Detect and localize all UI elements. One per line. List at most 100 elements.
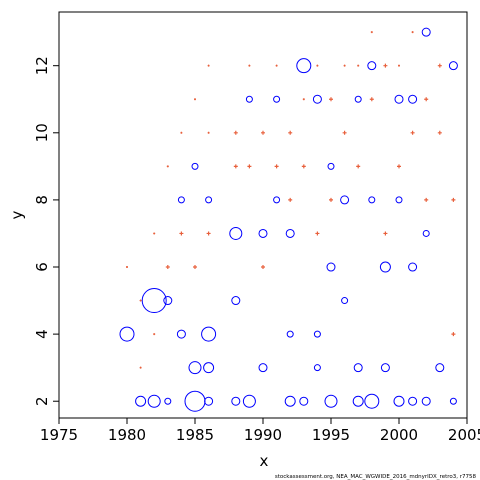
data-point-positive: [370, 31, 373, 34]
data-point-negative: [327, 162, 335, 170]
data-point-positive: [153, 232, 156, 235]
plot-frame: [58, 11, 468, 419]
data-point-negative: [435, 363, 445, 373]
data-point-positive: [343, 64, 346, 67]
data-point-negative: [245, 95, 253, 103]
data-point-negative: [258, 363, 268, 373]
caption: stockassessment.org, NEA_MAC_WGWIDE_2016…: [275, 474, 477, 480]
data-point-positive: [410, 130, 415, 135]
data-point-positive: [301, 164, 306, 169]
data-point-positive: [342, 130, 347, 135]
data-point-negative: [353, 363, 363, 373]
x-tick-label: 2000: [380, 426, 418, 444]
y-tick-label: 10: [33, 123, 51, 142]
data-point-positive: [139, 299, 142, 302]
data-point-negative: [393, 395, 405, 407]
data-point-positive: [261, 130, 265, 135]
data-point-negative: [191, 162, 199, 170]
data-point-negative: [394, 94, 404, 104]
x-axis-label: x: [260, 452, 269, 470]
data-point-positive: [451, 332, 456, 337]
data-point-positive: [369, 97, 374, 102]
data-point-negative: [285, 228, 295, 238]
x-tick-label: 1975: [40, 426, 78, 444]
data-point-positive: [194, 98, 196, 101]
data-point-negative: [296, 58, 312, 74]
data-point-negative: [421, 27, 431, 37]
x-tick-label: 1990: [244, 426, 282, 444]
data-point-negative: [340, 195, 350, 205]
data-point-positive: [398, 64, 400, 67]
data-point-negative: [204, 396, 214, 406]
data-point-negative: [119, 326, 135, 342]
data-point-positive: [233, 164, 238, 169]
data-point-positive: [437, 63, 442, 68]
data-point-negative: [313, 330, 321, 338]
data-point-positive: [139, 366, 142, 369]
data-point-positive: [165, 265, 170, 270]
data-point-positive: [451, 197, 456, 202]
data-point-positive: [274, 164, 279, 169]
data-point-negative: [312, 94, 322, 104]
data-point-positive: [207, 131, 210, 134]
data-point-negative: [205, 196, 213, 204]
data-point-negative: [324, 394, 338, 408]
data-point-positive: [288, 130, 293, 135]
data-point-negative: [229, 226, 243, 240]
data-point-negative: [408, 396, 418, 406]
data-point-positive: [248, 64, 251, 67]
y-tick-label: 6: [33, 262, 51, 272]
data-point-positive: [397, 164, 401, 169]
data-point-positive: [329, 97, 333, 102]
data-point-negative: [163, 296, 173, 306]
data-point-negative: [352, 395, 364, 407]
data-point-positive: [233, 130, 238, 135]
data-point-negative: [164, 397, 172, 405]
data-point-positive: [383, 231, 388, 236]
data-point-negative: [422, 229, 430, 237]
data-point-positive: [247, 164, 252, 169]
x-tick-label: 2005: [448, 426, 480, 444]
data-point-negative: [176, 329, 186, 339]
y-tick-label: 8: [33, 195, 51, 205]
data-point-negative: [379, 261, 391, 273]
data-point-negative: [231, 396, 241, 406]
data-point-positive: [288, 197, 293, 202]
data-point-negative: [147, 394, 161, 408]
data-point-negative: [299, 396, 309, 406]
data-point-positive: [193, 265, 197, 270]
data-point-negative: [449, 397, 457, 405]
data-point-positive: [179, 231, 184, 236]
data-point-positive: [315, 231, 320, 236]
data-point-negative: [273, 196, 281, 204]
data-point-negative: [408, 262, 418, 272]
data-point-positive: [206, 231, 211, 236]
data-point-positive: [424, 97, 429, 102]
data-point-negative: [380, 363, 390, 373]
data-point-negative: [367, 61, 377, 71]
y-axis: 2 4 6 8 10 12: [33, 56, 59, 406]
data-point-positive: [316, 64, 319, 67]
data-point-negative: [177, 196, 185, 204]
data-point-negative: [273, 95, 281, 103]
x-tick-label: 1980: [108, 426, 146, 444]
data-point-positive: [153, 333, 156, 336]
data-point-negative: [354, 95, 362, 103]
y-tick-label: 4: [33, 329, 51, 339]
data-point-negative: [326, 262, 336, 272]
data-point-negative: [368, 196, 376, 204]
data-point-positive: [424, 197, 429, 202]
x-tick-label: 1995: [312, 426, 350, 444]
data-point-negative: [184, 390, 206, 412]
x-tick-label: 1985: [176, 426, 214, 444]
data-point-positive: [356, 164, 361, 169]
data-point-negative: [188, 361, 202, 375]
data-point-negative: [231, 296, 241, 306]
data-point-positive: [383, 63, 388, 68]
data-point-negative: [201, 326, 217, 342]
data-point-positive: [207, 64, 210, 67]
data-point-negative: [364, 393, 380, 409]
data-point-positive: [302, 98, 305, 101]
data-marks: [119, 27, 458, 412]
data-point-positive: [329, 197, 333, 202]
